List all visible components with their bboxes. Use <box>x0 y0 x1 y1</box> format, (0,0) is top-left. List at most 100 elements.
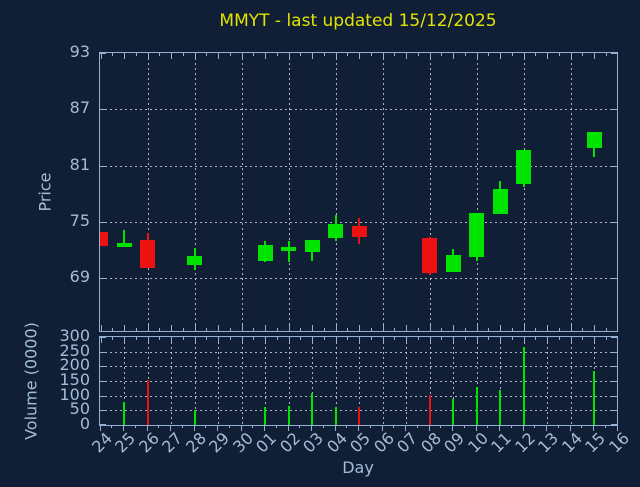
x-tick-major <box>312 325 313 331</box>
x-tick-minor <box>582 53 584 56</box>
price-tick-label: 87 <box>69 98 90 118</box>
candle <box>586 131 602 148</box>
price-gridline-h <box>100 109 617 111</box>
x-tick-minor <box>252 425 254 428</box>
x-tick-minor <box>275 425 277 428</box>
x-tick-major <box>547 337 548 343</box>
volume-gridline-v <box>241 337 243 425</box>
volume-bar <box>334 406 337 425</box>
volume-gridline-v <box>453 337 454 425</box>
volume-bar <box>123 402 125 425</box>
x-tick-minor <box>347 337 349 340</box>
x-tick-major <box>312 53 313 59</box>
x-tick-major <box>265 337 266 343</box>
candle <box>100 232 108 247</box>
x-tick-minor <box>112 328 114 331</box>
x-tick-minor <box>416 425 418 428</box>
x-tick-minor <box>417 337 419 340</box>
x-tick-major <box>171 53 172 59</box>
volume-gridline-h <box>100 351 617 353</box>
x-tick-minor <box>253 53 255 56</box>
volume-tick-label: 50 <box>69 399 90 419</box>
x-tick-minor <box>464 337 466 340</box>
x-tick-minor <box>605 328 607 331</box>
x-tick-major <box>312 337 313 343</box>
x-tick-minor <box>323 328 325 331</box>
volume-gridline-v <box>288 337 290 425</box>
x-tick-major <box>287 425 289 431</box>
x-tick-minor <box>441 337 443 340</box>
volume-gridline-v <box>500 337 501 425</box>
x-tick-minor <box>535 53 537 56</box>
x-tick-major <box>193 425 195 431</box>
x-tick-major <box>523 337 525 343</box>
price-gridline-v <box>476 53 478 331</box>
x-tick-major <box>218 337 219 343</box>
x-tick-major <box>288 337 290 343</box>
x-tick-major <box>547 325 548 331</box>
x-tick-minor <box>605 337 607 340</box>
x-tick-major <box>335 337 337 343</box>
x-tick-major <box>147 53 149 59</box>
y-tick <box>100 381 106 382</box>
volume-gridline-v <box>382 337 384 425</box>
x-tick-major <box>382 325 384 331</box>
x-tick-major <box>241 325 243 331</box>
x-tick-major <box>546 425 547 431</box>
candle <box>304 239 320 253</box>
volume-tick-label: 150 <box>59 370 90 389</box>
volume-gridline-v <box>429 337 431 425</box>
x-tick-major <box>382 53 384 59</box>
y-tick <box>611 222 617 224</box>
volume-bar <box>358 407 360 425</box>
x-tick-minor <box>158 425 160 428</box>
x-tick-major <box>240 425 242 431</box>
volume-gridline-v <box>359 337 360 425</box>
x-tick-major <box>618 325 619 331</box>
x-tick-major <box>265 325 266 331</box>
x-tick-major <box>335 53 337 59</box>
volume-gridline-v <box>335 337 337 425</box>
volume-gridline-h <box>100 381 617 382</box>
x-tick-minor <box>440 425 442 428</box>
x-tick-minor <box>534 425 536 428</box>
x-tick-minor <box>159 53 161 56</box>
y-tick <box>611 424 617 425</box>
x-tick-major <box>618 53 619 59</box>
price-axis-label: Price <box>35 172 55 212</box>
price-gridline-v <box>523 53 525 331</box>
candle <box>281 247 296 252</box>
x-tick-minor <box>464 53 466 56</box>
x-tick-major <box>500 53 501 59</box>
volume-plot <box>99 336 618 426</box>
volume-gridline-v <box>171 337 172 425</box>
x-tick-minor <box>276 53 278 56</box>
volume-gridline-v <box>124 337 125 425</box>
x-tick-minor <box>159 328 161 331</box>
x-tick-minor <box>535 337 537 340</box>
price-gridline-v <box>147 53 149 331</box>
x-tick-major <box>359 337 360 343</box>
y-tick <box>611 410 617 412</box>
candle <box>469 212 484 257</box>
x-tick-major <box>381 425 383 431</box>
x-tick-minor <box>181 425 183 428</box>
volume-bar <box>193 410 196 425</box>
price-gridline-v <box>429 53 431 331</box>
x-tick-major <box>311 425 312 431</box>
x-tick-minor <box>300 328 302 331</box>
x-tick-major <box>405 425 406 431</box>
y-tick <box>611 366 617 368</box>
x-tick-minor <box>582 337 584 340</box>
x-tick-minor <box>394 337 396 340</box>
x-tick-minor <box>159 337 161 340</box>
y-tick <box>100 410 106 412</box>
x-tick-major <box>500 337 501 343</box>
x-tick-minor <box>488 337 490 340</box>
x-tick-minor <box>511 53 513 56</box>
x-tick-minor <box>205 425 207 428</box>
x-tick-major <box>594 337 595 343</box>
x-tick-major <box>406 325 407 331</box>
y-tick <box>100 165 106 167</box>
x-tick-minor <box>111 425 113 428</box>
